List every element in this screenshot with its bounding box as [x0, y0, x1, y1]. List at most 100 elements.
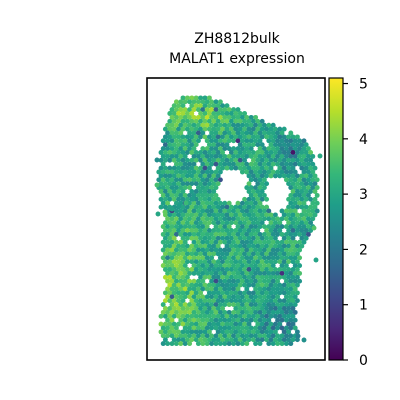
expression-spot [209, 153, 215, 159]
colorbar-tick-label: 3 [359, 187, 368, 203]
expression-spot [294, 157, 300, 163]
expression-spot [264, 134, 270, 140]
expression-spot [301, 216, 307, 222]
expression-spot [244, 169, 250, 175]
expression-spot [253, 294, 259, 300]
expression-spot [187, 146, 193, 152]
expression-spot [286, 204, 292, 210]
expression-spot [301, 153, 307, 159]
expression-spot [268, 142, 274, 148]
expression-spot [187, 317, 193, 323]
expression-spot [292, 309, 298, 315]
expression-spot [167, 243, 173, 249]
expression-spot [195, 294, 201, 300]
expression-spot [303, 181, 309, 187]
expression-spot [189, 212, 195, 218]
expression-spot [244, 146, 250, 152]
expression-spot [259, 274, 265, 280]
expression-spot [209, 130, 215, 136]
expression-spot [187, 286, 193, 292]
expression-spot [268, 282, 274, 288]
expression-spot [301, 231, 307, 237]
expression-spot [297, 200, 303, 206]
expression-spot [220, 321, 226, 327]
expression-spot [187, 208, 193, 214]
expression-spot [158, 196, 164, 202]
expression-spot [270, 138, 276, 144]
expression-spot [261, 317, 267, 323]
expression-spot [215, 118, 221, 124]
expression-spot [290, 181, 296, 187]
expression-spot [286, 282, 292, 288]
expression-spot [200, 208, 206, 214]
expression-spot [233, 111, 239, 116]
expression-spot [305, 161, 311, 167]
expression-spot [162, 243, 168, 249]
expression-spot [235, 138, 241, 144]
expression-spot [294, 196, 300, 202]
expression-spot [189, 181, 195, 187]
expression-spot [246, 329, 252, 335]
expression-spot [308, 212, 314, 218]
expression-spot [173, 231, 179, 237]
expression-spot [255, 181, 261, 187]
expression-spot [231, 247, 237, 253]
expression-spot [255, 274, 261, 280]
expression-spot [202, 313, 208, 319]
expression-spot [272, 337, 278, 343]
expression-spot [180, 204, 186, 210]
expression-spot [290, 220, 296, 226]
expression-spot [231, 325, 237, 331]
expression-spot [195, 286, 201, 292]
expression-spot [299, 235, 305, 241]
expression-spot [204, 224, 210, 230]
expression-spot [195, 263, 201, 269]
expression-spot [215, 134, 221, 140]
expression-spot [198, 321, 204, 327]
expression-spot [261, 130, 267, 136]
expression-spot [220, 329, 226, 335]
expression-spot [215, 290, 221, 296]
expression-spot [220, 298, 226, 304]
expression-spot [255, 173, 261, 179]
expression-spot [250, 259, 256, 265]
expression-spot [160, 192, 166, 198]
expression-spot [231, 294, 237, 300]
expression-spot [169, 255, 175, 261]
expression-spot [191, 255, 197, 261]
colorbar-tick-label: 5 [359, 77, 368, 93]
expression-spot [160, 255, 166, 261]
expression-spot [165, 239, 171, 245]
expression-spot [176, 103, 182, 109]
expression-spot [290, 337, 296, 343]
expression-spot [246, 274, 252, 280]
expression-spot [272, 267, 278, 272]
expression-spot [198, 220, 204, 226]
expression-spot [217, 255, 223, 261]
expression-spot [198, 274, 204, 280]
expression-spot [228, 134, 234, 140]
expression-spot [180, 95, 186, 101]
expression-spot [288, 325, 294, 331]
expression-spot [167, 267, 173, 272]
expression-spot [257, 263, 263, 269]
expression-spot [167, 142, 173, 148]
expression-spot [167, 173, 173, 179]
expression-spot [215, 337, 221, 343]
expression-spot [198, 337, 204, 343]
expression-spot [184, 282, 190, 288]
expression-spot [176, 251, 182, 257]
expression-spot [167, 134, 173, 140]
expression-spot [173, 263, 179, 269]
expression-spot [261, 239, 267, 245]
expression-spot [231, 309, 237, 315]
expression-spot [248, 247, 254, 253]
expression-spot [248, 302, 254, 308]
expression-spot [264, 298, 270, 304]
expression-spot [211, 321, 217, 327]
expression-spot [261, 255, 267, 261]
expression-spot [237, 337, 243, 343]
expression-spot [272, 329, 278, 335]
expression-spot [290, 251, 296, 257]
expression-spot [264, 321, 270, 327]
